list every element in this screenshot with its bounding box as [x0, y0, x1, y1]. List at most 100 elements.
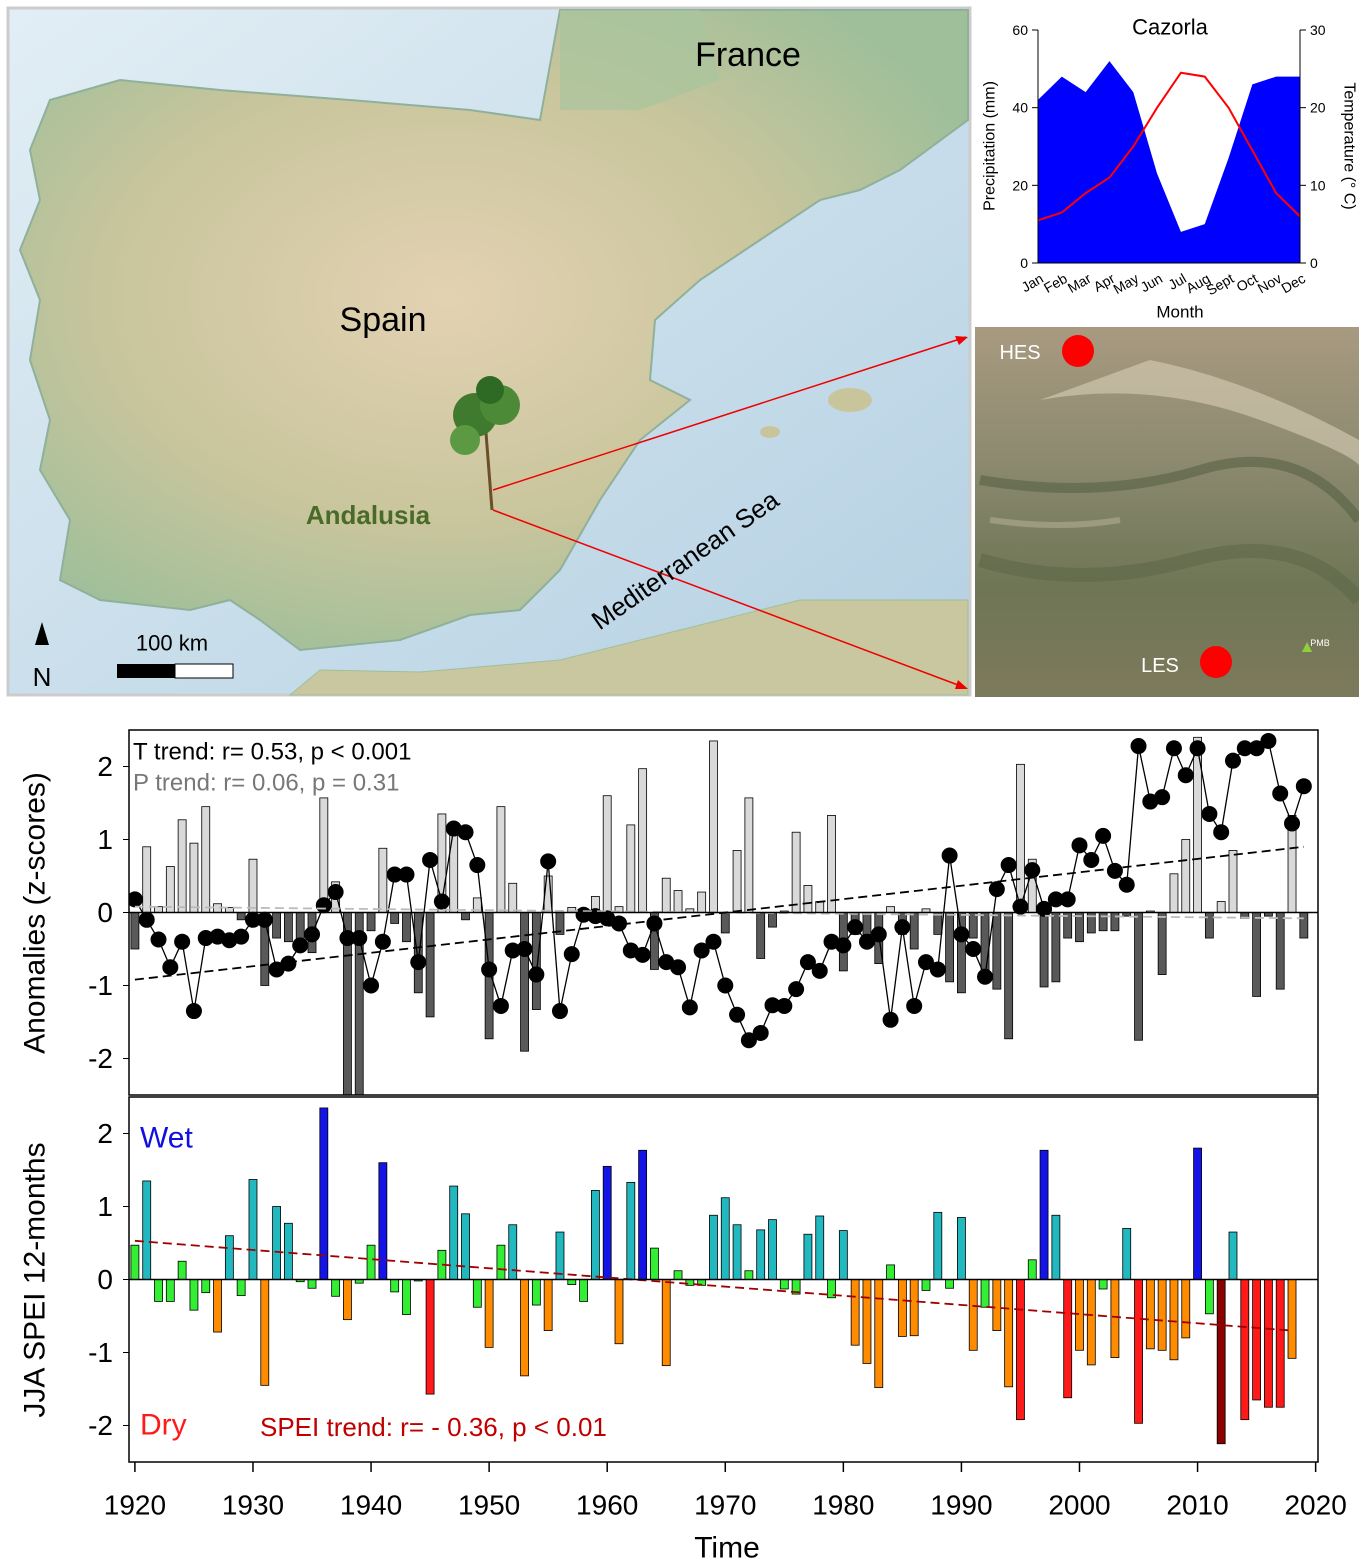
bar [1134, 912, 1143, 1041]
marker [504, 942, 521, 959]
marker [129, 891, 143, 908]
bar [555, 1231, 565, 1280]
bar [803, 885, 813, 913]
bar [307, 1279, 317, 1289]
marker [1154, 789, 1171, 806]
marker [929, 961, 946, 978]
bar [791, 831, 801, 913]
marker [717, 977, 734, 994]
bar [378, 847, 388, 913]
bar [520, 912, 529, 1052]
bar [1098, 1279, 1108, 1290]
bar [201, 1279, 211, 1294]
marker [799, 954, 816, 971]
marker [681, 999, 698, 1016]
marker [280, 955, 297, 972]
bar [709, 1214, 718, 1280]
x-tick-label: 1950 [458, 1490, 520, 1521]
bar [1157, 912, 1167, 975]
marker [1284, 815, 1301, 832]
bar [1086, 1279, 1096, 1366]
y-tick-label: 20 [1012, 177, 1028, 193]
tree-icon [450, 376, 520, 511]
north-arrow [35, 622, 49, 645]
bar [1169, 1279, 1179, 1361]
bar [378, 1162, 388, 1280]
bar [968, 1279, 978, 1351]
area [1038, 61, 1300, 263]
bar [390, 912, 400, 924]
marker [162, 959, 179, 976]
arrow [492, 336, 967, 491]
bar [402, 1279, 411, 1315]
marker [965, 941, 982, 957]
bar [201, 806, 211, 913]
y-tick-label: 0 [1020, 255, 1028, 271]
site-marker [1062, 335, 1094, 367]
x-tick-label: Sept [1204, 270, 1237, 298]
marker [729, 1006, 746, 1023]
y-tick-label: 40 [1012, 100, 1028, 116]
y2-axis-title: Temperature (° C) [1341, 82, 1358, 209]
bar [1004, 912, 1014, 1040]
marker [1260, 732, 1277, 749]
bar [909, 1279, 919, 1337]
terrain [1040, 360, 1359, 470]
x-axis-title: Time [694, 1532, 760, 1564]
x-tick-label: 1970 [694, 1490, 756, 1521]
bar [402, 912, 411, 943]
bar [874, 1279, 884, 1388]
bar [165, 1279, 175, 1302]
marker [150, 931, 167, 948]
bar [862, 912, 872, 935]
x-tick-label: 2010 [1166, 1490, 1228, 1521]
y2-tick-label: 10 [1310, 177, 1326, 193]
bar [461, 1213, 470, 1280]
y-tick-label: 1 [97, 824, 113, 855]
bar [1240, 1279, 1250, 1421]
marker [953, 926, 970, 943]
marker [705, 933, 722, 950]
bar [744, 1270, 754, 1280]
bar [366, 912, 376, 932]
terrain [989, 517, 1121, 528]
bar [236, 1279, 246, 1296]
satellite: HES LES PMB [975, 327, 1359, 697]
bar [1051, 912, 1061, 983]
marker [268, 961, 285, 978]
bar [1098, 912, 1108, 932]
bar [1181, 1279, 1191, 1339]
bar [945, 1279, 955, 1289]
bar [886, 906, 895, 913]
marker [363, 977, 380, 994]
bar [496, 806, 506, 913]
marker [185, 1003, 202, 1020]
bar [909, 912, 919, 950]
bar [1063, 1279, 1073, 1399]
bar [614, 1279, 624, 1345]
marker [1083, 851, 1100, 868]
bar [720, 1197, 730, 1280]
marker [847, 919, 864, 936]
bar [756, 912, 766, 959]
marker [776, 997, 793, 1014]
bar [1016, 1279, 1025, 1421]
bar [130, 1244, 140, 1280]
marker [1201, 805, 1218, 822]
terrain [977, 544, 1359, 605]
bar [709, 740, 718, 913]
marker [563, 946, 580, 963]
x-tick-label: May [1110, 270, 1141, 297]
bar [897, 1279, 907, 1337]
y2-tick-label: 30 [1310, 22, 1326, 38]
bar [1145, 1279, 1155, 1350]
bar [661, 1279, 671, 1367]
map-label: Andalusia [306, 500, 431, 530]
marker [1024, 862, 1041, 879]
marker [422, 851, 439, 868]
marker [988, 881, 1005, 898]
bar [390, 1279, 400, 1293]
x-tick-label: 1930 [222, 1490, 284, 1521]
